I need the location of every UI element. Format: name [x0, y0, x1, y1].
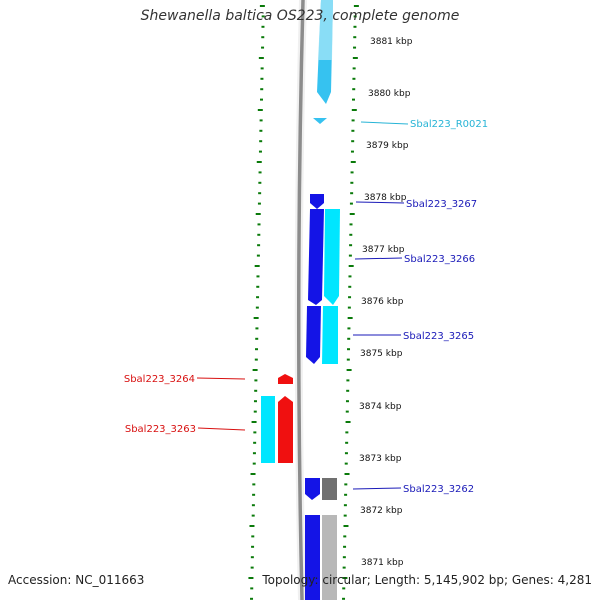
gene-labels: Sbal223_R0021 Sbal223_3267 Sbal223_3266 Sba… [124, 119, 488, 495]
gene-feature-lower-gray[interactable] [322, 515, 337, 600]
gene-label[interactable]: Sbal223_3265 [403, 331, 474, 342]
accession-label: Accession: NC_011663 [8, 573, 145, 587]
gene-label[interactable]: Sbal223_3264 [124, 374, 195, 385]
gene-label[interactable]: Sbal223_3266 [404, 254, 475, 265]
scale-labels: 3881 kbp 3880 kbp 3879 kbp 3878 kbp 3877 kbp… [359, 37, 413, 568]
gene-label-leader [197, 427, 246, 431]
rna-feature-highlight [318, 0, 333, 60]
gene-feature-3266[interactable] [308, 209, 324, 305]
genome-backbone [296, 0, 305, 600]
gene-label[interactable]: Sbal223_R0021 [410, 119, 488, 130]
scale-label: 3876 kbp [361, 297, 404, 307]
genome-summary: Topology: circular; Length: 5,145,902 bp… [262, 573, 592, 587]
gene-feature-3265-highlight[interactable] [322, 306, 338, 364]
scale-label: 3877 kbp [362, 245, 405, 255]
gene-feature-lower-blue[interactable] [305, 515, 320, 600]
gene-feature-3264[interactable] [278, 374, 293, 384]
gene-label-leader [360, 121, 409, 125]
scale-label: 3873 kbp [359, 454, 402, 464]
gene-label[interactable]: Sbal223_3262 [403, 484, 474, 495]
gene-feature-3266-highlight[interactable] [324, 209, 340, 305]
rna-feature-r0021[interactable] [313, 118, 327, 124]
gene-label[interactable]: Sbal223_3263 [125, 424, 196, 435]
scale-label: 3881 kbp [370, 37, 413, 47]
gene-feature-3262-gray[interactable] [322, 478, 337, 500]
scale-label: 3875 kbp [360, 349, 403, 359]
gene-label[interactable]: Sbal223_3267 [406, 199, 477, 210]
gene-feature-3262[interactable] [305, 478, 320, 500]
scale-label: 3880 kbp [368, 89, 411, 99]
gene-label-leader [355, 201, 405, 204]
left-scale-ticks [248, 5, 265, 600]
gene-feature-3263[interactable] [278, 396, 293, 463]
scale-label: 3871 kbp [361, 558, 404, 568]
gene-label-leader [352, 487, 402, 490]
scale-label: 3874 kbp [359, 402, 402, 412]
scale-label: 3879 kbp [366, 141, 409, 151]
scale-label: 3872 kbp [360, 506, 403, 516]
gene-label-leader [354, 257, 403, 260]
scale-label: 3878 kbp [364, 193, 407, 203]
genome-title: Shewanella baltica OS223, complete genom… [140, 8, 460, 24]
gene-label-leader [196, 377, 246, 380]
gene-feature-3267[interactable] [310, 194, 324, 209]
gene-feature-3263-highlight[interactable] [261, 396, 275, 463]
gene-feature-3265[interactable] [306, 306, 321, 364]
right-scale-ticks [342, 5, 359, 600]
